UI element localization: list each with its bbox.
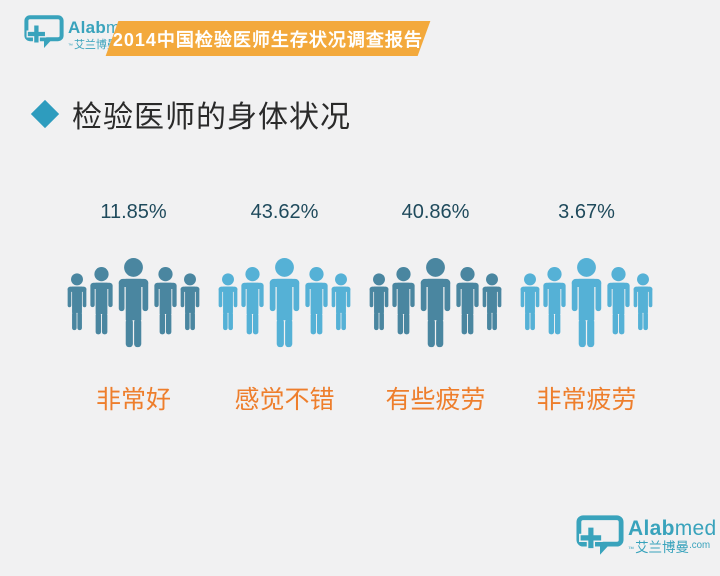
person-icon	[456, 267, 479, 335]
person-icon	[420, 258, 451, 348]
people-group-icon	[366, 248, 505, 348]
pictogram-chart: 11.85% 非常好 43.62% 感觉不错 40.86% 有	[58, 200, 662, 416]
diamond-bullet-icon	[30, 99, 60, 129]
person-icon	[154, 267, 177, 335]
logo-text: Alabmed ™艾兰博曼.com	[628, 515, 716, 555]
people-group-icon	[64, 248, 203, 348]
person-icon	[571, 258, 602, 348]
category-column-somewhat-tired: 40.86% 有些疲劳	[360, 200, 511, 416]
logo-name: Alabmed	[628, 517, 717, 540]
alabmed-logo-icon	[24, 15, 64, 49]
category-label: 非常疲劳	[536, 386, 637, 414]
percentage-label: 40.86%	[401, 201, 470, 223]
person-icon	[118, 258, 149, 348]
logo-cn-name: ™艾兰博曼.com	[628, 540, 711, 555]
category-column-very-tired: 3.67% 非常疲劳	[511, 200, 662, 416]
section-title: 检验医师的身体状况	[30, 92, 351, 136]
alabmed-logo-icon	[576, 515, 624, 556]
person-icon	[269, 258, 300, 348]
report-banner-text: 2014中国检验医师生存状况调查报告	[112, 29, 424, 50]
percentage-label: 11.85%	[100, 201, 167, 223]
footer-logo: Alabmed ™艾兰博曼.com	[576, 515, 716, 556]
report-banner: 2014中国检验医师生存状况调查报告	[105, 21, 431, 56]
people-group-icon	[215, 248, 354, 348]
percentage-label: 43.62%	[250, 201, 319, 223]
category-label: 有些疲劳	[385, 386, 486, 414]
person-icon	[607, 267, 630, 335]
category-column-very-good: 11.85% 非常好	[58, 200, 209, 416]
category-label: 感觉不错	[234, 386, 335, 414]
page-title: 检验医师的身体状况	[72, 101, 351, 134]
category-label: 非常好	[95, 386, 171, 414]
person-icon	[305, 267, 328, 335]
percentage-label: 3.67%	[558, 201, 615, 223]
people-group-icon	[517, 248, 656, 348]
category-column-feel-good: 43.62% 感觉不错	[209, 200, 360, 416]
